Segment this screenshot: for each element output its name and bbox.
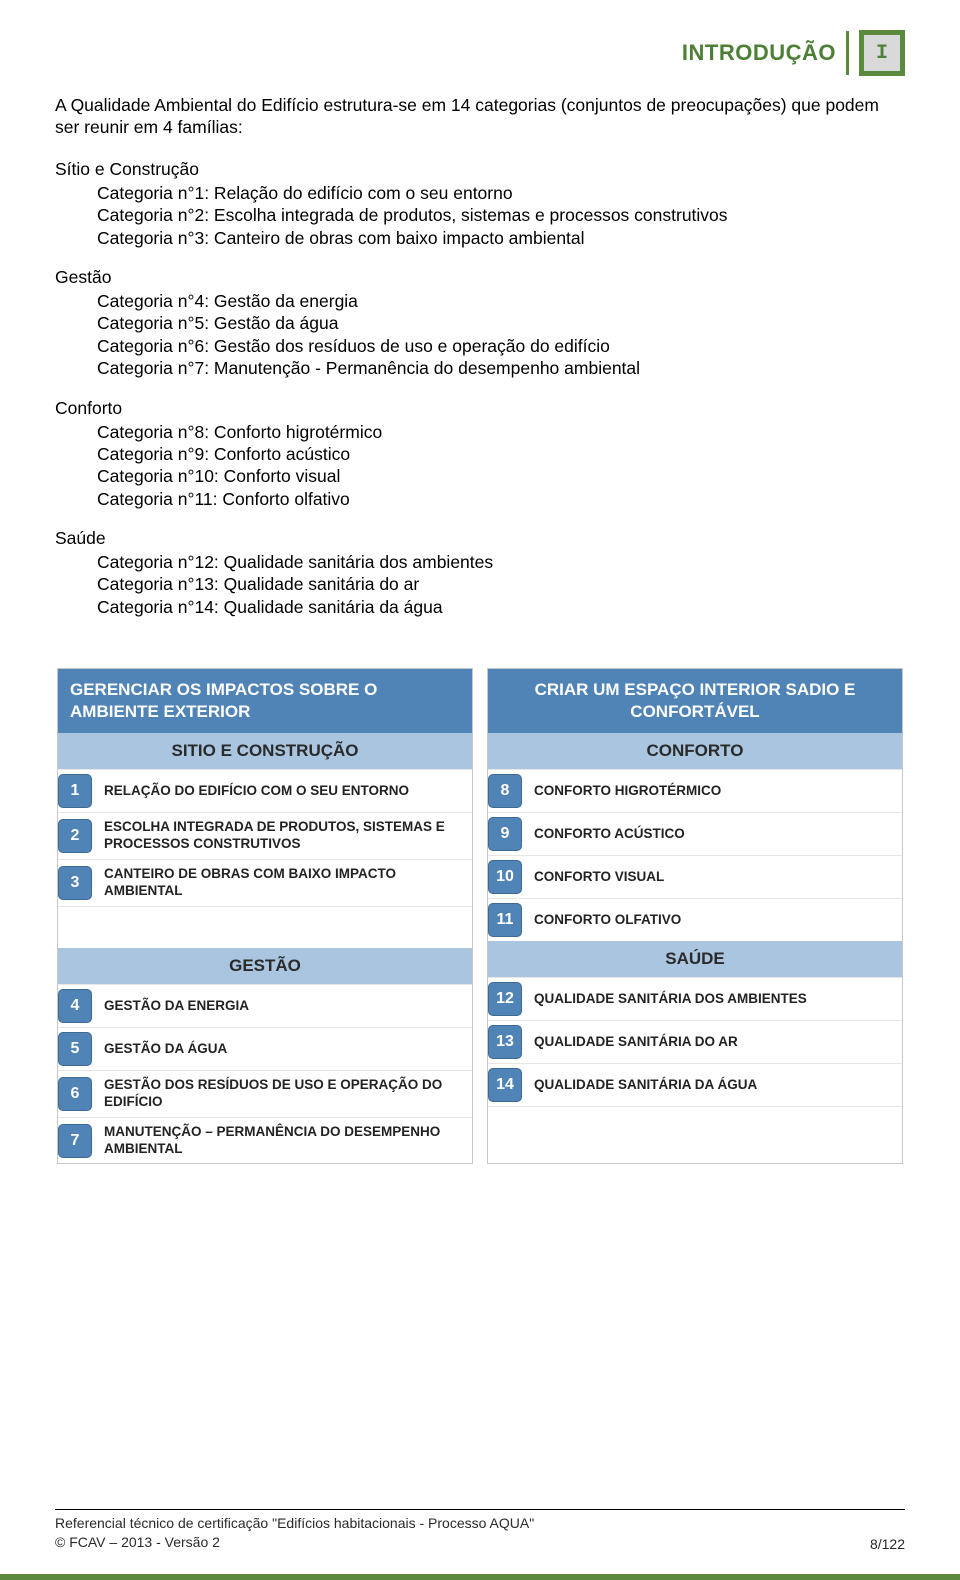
table-row: 9CONFORTO ACÚSTICO <box>488 812 902 855</box>
table-column-head: GERENCIAR OS IMPACTOS SOBRE O AMBIENTE E… <box>58 669 472 733</box>
page-footer: Referencial técnico de certificação "Edi… <box>55 1509 905 1552</box>
row-number-badge: 14 <box>488 1068 522 1102</box>
row-label: QUALIDADE SANITÁRIA DA ÁGUA <box>526 1071 765 1100</box>
row-number-badge: 5 <box>58 1032 92 1066</box>
row-label: QUALIDADE SANITÁRIA DO AR <box>526 1028 746 1057</box>
row-number-badge: 10 <box>488 860 522 894</box>
footer-line1: Referencial técnico de certificação "Edi… <box>55 1514 534 1533</box>
category-item: Categoria n°5: Gestão da água <box>97 312 905 334</box>
header-divider <box>846 31 849 75</box>
table-subhead: SITIO E CONSTRUÇÃO <box>58 733 472 769</box>
header-badge: I <box>859 30 905 76</box>
row-number-badge: 6 <box>58 1077 92 1111</box>
footer-page-number: 8/122 <box>870 1536 905 1552</box>
row-number-badge: 13 <box>488 1025 522 1059</box>
row-label: MANUTENÇÃO – PERMANÊNCIA DO DESEMPENHO A… <box>96 1118 472 1164</box>
category-item: Categoria n°12: Qualidade sanitária dos … <box>97 551 905 573</box>
row-label: CONFORTO HIGROTÉRMICO <box>526 777 729 806</box>
table-row: 4GESTÃO DA ENERGIA <box>58 984 472 1027</box>
row-number-badge: 1 <box>58 774 92 808</box>
row-number-badge: 4 <box>58 989 92 1023</box>
table-row: 6GESTÃO DOS RESÍDUOS DE USO E OPERAÇÃO D… <box>58 1070 472 1117</box>
table-row: 13QUALIDADE SANITÁRIA DO AR <box>488 1020 902 1063</box>
row-label: RELAÇÃO DO EDIFÍCIO COM O SEU ENTORNO <box>96 777 417 806</box>
category-list: Categoria n°8: Conforto higrotérmicoCate… <box>55 421 905 511</box>
categories-table: GERENCIAR OS IMPACTOS SOBRE O AMBIENTE E… <box>55 668 905 1164</box>
row-number-badge: 3 <box>58 866 92 900</box>
row-number-badge: 8 <box>488 774 522 808</box>
table-row: 1RELAÇÃO DO EDIFÍCIO COM O SEU ENTORNO <box>58 769 472 812</box>
table-subhead: CONFORTO <box>488 733 902 769</box>
section-title: Gestão <box>55 267 905 288</box>
table-row: 11CONFORTO OLFATIVO <box>488 898 902 941</box>
table-row: 2ESCOLHA INTEGRADA DE PRODUTOS, SISTEMAS… <box>58 812 472 859</box>
category-list: Categoria n°1: Relação do edifício com o… <box>55 182 905 249</box>
row-number-badge: 9 <box>488 817 522 851</box>
category-item: Categoria n°10: Conforto visual <box>97 465 905 487</box>
section-title: Saúde <box>55 528 905 549</box>
table-row: 5GESTÃO DA ÁGUA <box>58 1027 472 1070</box>
table-row: 10CONFORTO VISUAL <box>488 855 902 898</box>
row-label: GESTÃO DA ÁGUA <box>96 1035 235 1064</box>
category-item: Categoria n°8: Conforto higrotérmico <box>97 421 905 443</box>
row-label: CONFORTO VISUAL <box>526 863 672 892</box>
document-header: INTRODUÇÃO I <box>55 30 905 76</box>
section-title: Conforto <box>55 398 905 419</box>
table-column-head: CRIAR UM ESPAÇO INTERIOR SADIO E CONFORT… <box>488 669 902 733</box>
footer-line2: © FCAV – 2013 - Versão 2 <box>55 1533 534 1552</box>
category-item: Categoria n°11: Conforto olfativo <box>97 488 905 510</box>
row-label: QUALIDADE SANITÁRIA DOS AMBIENTES <box>526 985 815 1014</box>
row-label: GESTÃO DOS RESÍDUOS DE USO E OPERAÇÃO DO… <box>96 1071 472 1117</box>
row-label: CANTEIRO DE OBRAS COM BAIXO IMPACTO AMBI… <box>96 860 472 906</box>
table-row: 3CANTEIRO DE OBRAS COM BAIXO IMPACTO AMB… <box>58 859 472 906</box>
row-number-badge: 11 <box>488 903 522 937</box>
category-item: Categoria n°6: Gestão dos resíduos de us… <box>97 335 905 357</box>
header-title: INTRODUÇÃO <box>682 40 836 66</box>
row-number-badge: 7 <box>58 1124 92 1158</box>
category-item: Categoria n°1: Relação do edifício com o… <box>97 182 905 204</box>
row-number-badge: 12 <box>488 982 522 1016</box>
table-spacer-row <box>58 906 472 948</box>
category-item: Categoria n°13: Qualidade sanitária do a… <box>97 573 905 595</box>
section-title: Sítio e Construção <box>55 159 905 180</box>
category-item: Categoria n°4: Gestão da energia <box>97 290 905 312</box>
table-row: 8CONFORTO HIGROTÉRMICO <box>488 769 902 812</box>
table-subhead: SAÚDE <box>488 941 902 977</box>
category-list: Categoria n°4: Gestão da energiaCategori… <box>55 290 905 380</box>
table-row: 14QUALIDADE SANITÁRIA DA ÁGUA <box>488 1063 902 1106</box>
category-item: Categoria n°7: Manutenção - Permanência … <box>97 357 905 379</box>
category-item: Categoria n°9: Conforto acústico <box>97 443 905 465</box>
table-row: 7MANUTENÇÃO – PERMANÊNCIA DO DESEMPENHO … <box>58 1117 472 1164</box>
table-spacer-row <box>488 1106 902 1148</box>
category-list: Categoria n°12: Qualidade sanitária dos … <box>55 551 905 618</box>
row-label: CONFORTO OLFATIVO <box>526 906 689 935</box>
category-item: Categoria n°3: Canteiro de obras com bai… <box>97 227 905 249</box>
page-bottom-stripe <box>0 1574 960 1580</box>
row-label: GESTÃO DA ENERGIA <box>96 992 257 1021</box>
row-number-badge: 2 <box>58 819 92 853</box>
row-label: CONFORTO ACÚSTICO <box>526 820 693 849</box>
category-sections: Sítio e ConstruçãoCategoria n°1: Relação… <box>55 159 905 618</box>
table-row: 12QUALIDADE SANITÁRIA DOS AMBIENTES <box>488 977 902 1020</box>
intro-paragraph: A Qualidade Ambiental do Edifício estrut… <box>55 94 905 139</box>
table-subhead: GESTÃO <box>58 948 472 984</box>
category-item: Categoria n°2: Escolha integrada de prod… <box>97 204 905 226</box>
header-badge-letter: I <box>864 35 900 71</box>
category-item: Categoria n°14: Qualidade sanitária da á… <box>97 596 905 618</box>
row-label: ESCOLHA INTEGRADA DE PRODUTOS, SISTEMAS … <box>96 813 472 859</box>
